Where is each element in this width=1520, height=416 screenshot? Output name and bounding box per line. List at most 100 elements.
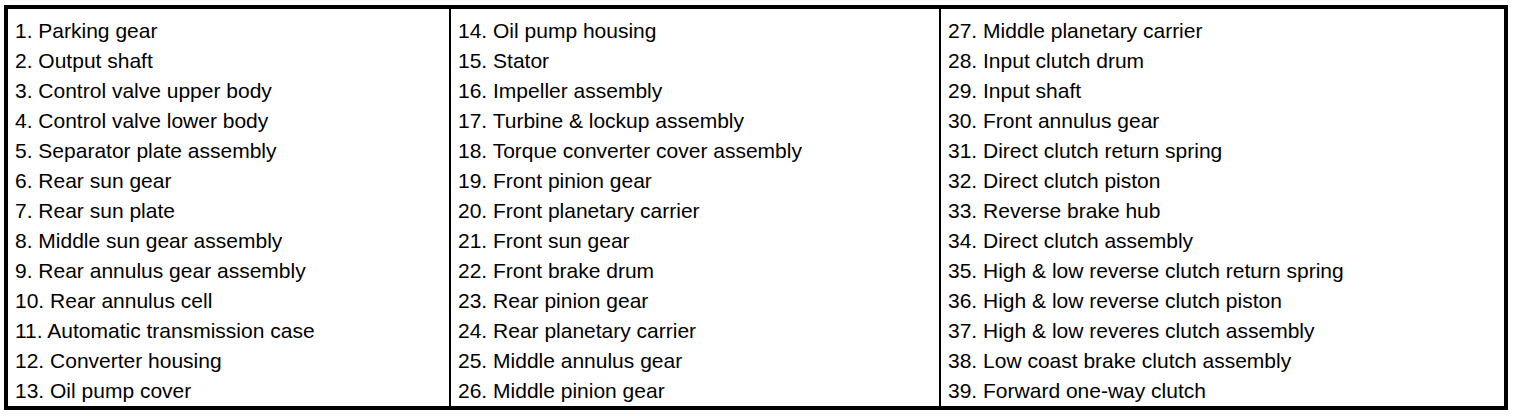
list-item: 26. Middle pinion gear	[458, 376, 939, 406]
part-label: Parking gear	[33, 19, 158, 42]
list-item: 16. Impeller assembly	[458, 76, 939, 106]
part-number: 19.	[458, 169, 487, 192]
part-number: 1.	[15, 19, 33, 42]
part-label: Middle sun gear assembly	[33, 229, 283, 252]
part-number: 34.	[948, 229, 977, 252]
part-label: Reverse brake hub	[977, 199, 1160, 222]
part-number: 28.	[948, 49, 977, 72]
list-item: 22. Front brake drum	[458, 256, 939, 286]
list-item: 9. Rear annulus gear assembly	[15, 256, 449, 286]
part-number: 35.	[948, 259, 977, 282]
part-label: Front brake drum	[487, 259, 654, 282]
list-item: 32. Direct clutch piston	[948, 166, 1504, 196]
list-item: 1. Parking gear	[15, 16, 449, 46]
part-number: 4.	[15, 109, 33, 132]
part-label: Direct clutch return spring	[977, 139, 1222, 162]
part-number: 36.	[948, 289, 977, 312]
parts-column-2: 14. Oil pump housing15. Stator16. Impell…	[451, 9, 941, 406]
list-item: 36. High & low reverse clutch piston	[948, 286, 1504, 316]
part-number: 31.	[948, 139, 977, 162]
list-item: 2. Output shaft	[15, 46, 449, 76]
part-label: High & low reverse clutch return spring	[977, 259, 1344, 282]
list-item: 4. Control valve lower body	[15, 106, 449, 136]
part-number: 32.	[948, 169, 977, 192]
part-label: Forward one-way clutch	[977, 379, 1206, 402]
part-label: Output shaft	[33, 49, 153, 72]
parts-column-1: 1. Parking gear2. Output shaft3. Control…	[8, 9, 451, 406]
part-number: 15.	[458, 49, 487, 72]
list-item: 21. Front sun gear	[458, 226, 939, 256]
part-number: 33.	[948, 199, 977, 222]
part-number: 17.	[458, 109, 487, 132]
list-item: 10. Rear annulus cell	[15, 286, 449, 316]
list-item: 37. High & low reveres clutch assembly	[948, 316, 1504, 346]
part-label: Direct clutch assembly	[977, 229, 1193, 252]
parts-column-3: 27. Middle planetary carrier28. Input cl…	[941, 9, 1504, 406]
list-item: 11. Automatic transmission case	[15, 316, 449, 346]
part-label: Front annulus gear	[977, 109, 1159, 132]
part-number: 30.	[948, 109, 977, 132]
part-label: Oil pump cover	[44, 379, 191, 402]
list-item: 25. Middle annulus gear	[458, 346, 939, 376]
part-label: Middle annulus gear	[487, 349, 682, 372]
part-label: Rear sun gear	[33, 169, 172, 192]
list-item: 3. Control valve upper body	[15, 76, 449, 106]
list-item: 33. Reverse brake hub	[948, 196, 1504, 226]
part-label: High & low reveres clutch assembly	[977, 319, 1314, 342]
part-label: Front planetary carrier	[487, 199, 699, 222]
part-number: 37.	[948, 319, 977, 342]
list-item: 29. Input shaft	[948, 76, 1504, 106]
list-item: 8. Middle sun gear assembly	[15, 226, 449, 256]
part-number: 24.	[458, 319, 487, 342]
list-item: 5. Separator plate assembly	[15, 136, 449, 166]
part-number: 18.	[458, 139, 487, 162]
list-item: 20. Front planetary carrier	[458, 196, 939, 226]
list-item: 31. Direct clutch return spring	[948, 136, 1504, 166]
part-number: 38.	[948, 349, 977, 372]
part-label: Control valve lower body	[33, 109, 269, 132]
list-item: 23. Rear pinion gear	[458, 286, 939, 316]
part-number: 21.	[458, 229, 487, 252]
part-number: 8.	[15, 229, 33, 252]
list-item: 18. Torque converter cover assembly	[458, 136, 939, 166]
list-item: 38. Low coast brake clutch assembly	[948, 346, 1504, 376]
list-item: 7. Rear sun plate	[15, 196, 449, 226]
list-item: 27. Middle planetary carrier	[948, 16, 1504, 46]
list-item: 19. Front pinion gear	[458, 166, 939, 196]
part-label: Oil pump housing	[487, 19, 656, 42]
part-label: Automatic transmission case	[43, 319, 315, 342]
part-number: 3.	[15, 79, 33, 102]
list-item: 12. Converter housing	[15, 346, 449, 376]
part-number: 2.	[15, 49, 33, 72]
part-label: Front sun gear	[487, 229, 629, 252]
part-label: Low coast brake clutch assembly	[977, 349, 1291, 372]
part-label: Input shaft	[977, 79, 1081, 102]
part-label: Stator	[487, 49, 549, 72]
part-number: 23.	[458, 289, 487, 312]
part-label: Front pinion gear	[487, 169, 652, 192]
part-number: 10.	[15, 289, 44, 312]
part-label: Converter housing	[44, 349, 221, 372]
part-label: Middle planetary carrier	[977, 19, 1202, 42]
part-label: Torque converter cover assembly	[487, 139, 802, 162]
part-number: 7.	[15, 199, 33, 222]
part-label: High & low reverse clutch piston	[977, 289, 1282, 312]
list-item: 30. Front annulus gear	[948, 106, 1504, 136]
part-label: Direct clutch piston	[977, 169, 1160, 192]
part-number: 29.	[948, 79, 977, 102]
part-number: 9.	[15, 259, 33, 282]
list-item: 14. Oil pump housing	[458, 16, 939, 46]
part-number: 13.	[15, 379, 44, 402]
list-item: 6. Rear sun gear	[15, 166, 449, 196]
part-label: Rear planetary carrier	[487, 319, 696, 342]
parts-legend-table: 1. Parking gear2. Output shaft3. Control…	[4, 5, 1508, 410]
list-item: 13. Oil pump cover	[15, 376, 449, 406]
list-item: 28. Input clutch drum	[948, 46, 1504, 76]
part-number: 20.	[458, 199, 487, 222]
part-number: 16.	[458, 79, 487, 102]
list-item: 34. Direct clutch assembly	[948, 226, 1504, 256]
list-item: 15. Stator	[458, 46, 939, 76]
part-number: 25.	[458, 349, 487, 372]
part-label: Rear sun plate	[33, 199, 175, 222]
part-number: 27.	[948, 19, 977, 42]
